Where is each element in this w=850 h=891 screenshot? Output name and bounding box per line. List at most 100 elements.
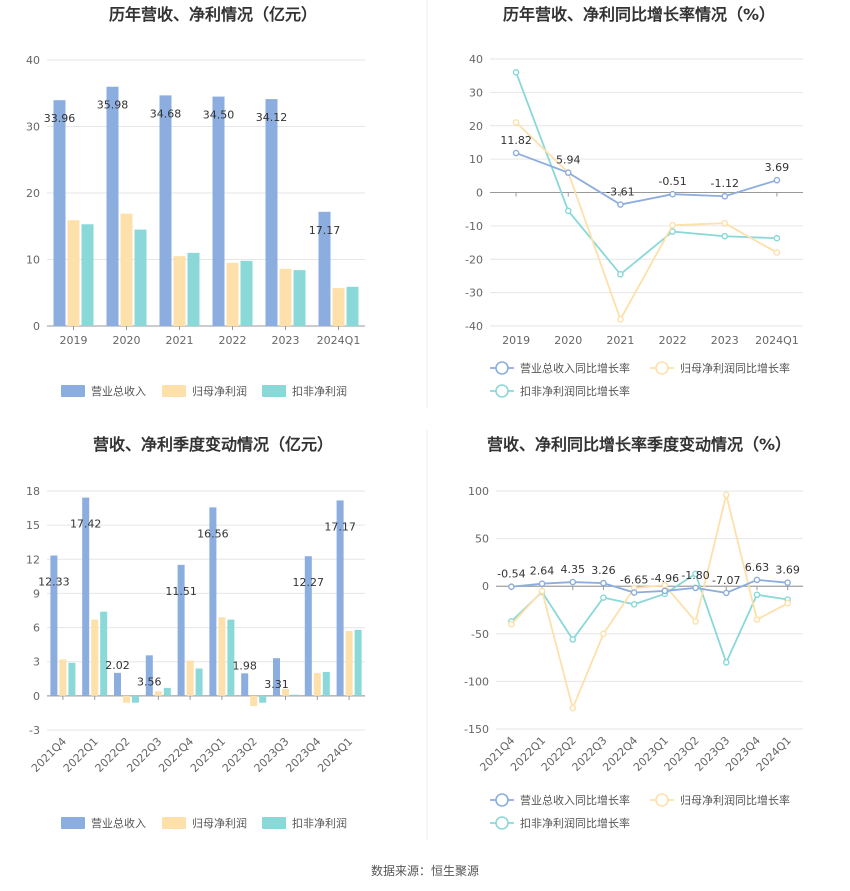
c0-bar-revenue xyxy=(212,96,225,326)
c3-point-net-growth xyxy=(569,704,577,712)
c3-line-deducted-growth xyxy=(510,572,788,665)
c3-point-net-growth xyxy=(753,616,761,623)
c3-legend-marker xyxy=(495,816,509,830)
c3-point-net-growth xyxy=(508,620,515,628)
c3-point-revenue-growth xyxy=(630,589,638,596)
c0-bar-net-profit xyxy=(226,262,239,326)
c2-bar-net-profit xyxy=(123,695,130,703)
c3-data-label: 4.35 xyxy=(561,563,586,576)
c2-data-label: 17.42 xyxy=(70,518,102,531)
c3-data-label: 3.26 xyxy=(591,564,616,577)
c0-xtick: 2024Q1 xyxy=(317,334,361,347)
c0-bar-deducted-profit xyxy=(240,260,253,326)
c3-ytick: -150 xyxy=(464,723,489,736)
c2-bar-net-profit xyxy=(282,689,289,696)
c1-legend-marker xyxy=(495,361,509,375)
c3-point-revenue-growth xyxy=(508,583,515,591)
c0-data-label: 34.68 xyxy=(150,107,182,120)
c2-bar-revenue xyxy=(177,564,185,696)
c3-point-revenue-growth xyxy=(569,578,577,586)
c1-legend-marker xyxy=(655,361,669,375)
c2-ytick: 0 xyxy=(33,690,40,703)
c0-bar-revenue xyxy=(265,99,278,327)
c2-legend-swatch xyxy=(262,817,286,829)
c2-bar-deducted-profit xyxy=(259,695,267,703)
c2-bar-net-profit xyxy=(250,695,258,707)
c2-bar-revenue xyxy=(114,672,121,696)
c1-data-label: 5.94 xyxy=(556,154,581,167)
c2-data-label: 12.33 xyxy=(38,576,70,589)
c2-bar-net-profit xyxy=(186,660,194,696)
c0-bar-revenue xyxy=(159,95,172,327)
c1-xtick: 2023 xyxy=(711,334,739,347)
c0-ytick: 30 xyxy=(26,121,40,134)
c3-legend-marker xyxy=(655,793,669,807)
c1-xtick: 2022 xyxy=(659,334,687,347)
c0-ytick: 0 xyxy=(33,320,40,333)
c1-ytick: 30 xyxy=(469,86,483,99)
c0-bar-revenue xyxy=(106,86,119,326)
c3-point-net-growth xyxy=(692,618,699,625)
c0-bar-deducted-profit xyxy=(134,229,147,326)
c0-bar-deducted-profit xyxy=(293,270,306,326)
c0-data-label: 33.96 xyxy=(44,112,76,125)
c1-xtick: 2021 xyxy=(606,334,634,347)
c2-bar-net-profit xyxy=(59,659,67,696)
c3-point-revenue-growth xyxy=(600,579,607,587)
c1-xtick: 2019 xyxy=(502,334,530,347)
c3-legend-label: 扣非净利润同比增长率 xyxy=(520,816,630,830)
c0-data-label: 34.12 xyxy=(256,111,288,124)
c0-legend-label: 归母净利润 xyxy=(192,384,247,398)
c0-legend-swatch xyxy=(162,385,186,397)
c2-legend-swatch xyxy=(162,817,186,829)
c0-bar-net-profit xyxy=(67,220,80,326)
c2-bar-revenue xyxy=(145,655,153,696)
c3-point-deducted-growth xyxy=(569,636,577,643)
c1-point-net-growth xyxy=(773,249,781,256)
c0-xtick: 2020 xyxy=(113,334,141,347)
c3-point-revenue-growth xyxy=(784,579,791,586)
c1-point-revenue-growth xyxy=(773,176,781,184)
c3-legend-marker xyxy=(495,793,509,807)
c3-ytick: -50 xyxy=(471,628,489,641)
c3-point-revenue-growth xyxy=(722,589,730,597)
c1-data-label: -0.51 xyxy=(658,175,686,188)
source-note: 数据来源：恒生聚源 xyxy=(370,864,479,878)
c1-data-label: 11.82 xyxy=(500,134,532,147)
c3-point-net-growth xyxy=(784,600,791,607)
c3-legend-label: 营业总收入同比增长率 xyxy=(520,793,630,807)
c3-data-label: 3.69 xyxy=(775,564,800,577)
c2-legend-label: 营业总收入 xyxy=(91,816,146,830)
c3-point-net-growth xyxy=(538,587,546,595)
c2-bar-net-profit xyxy=(345,630,353,696)
c3-point-deducted-growth xyxy=(600,594,607,601)
c3-point-revenue-growth xyxy=(661,587,669,595)
c2-bar-deducted-profit xyxy=(227,619,235,696)
c1-point-deducted-growth xyxy=(512,69,520,76)
c0-xtick: 2023 xyxy=(272,334,300,347)
c1-xtick: 2020 xyxy=(554,334,582,347)
c1-legend-label: 扣非净利润同比增长率 xyxy=(520,384,630,398)
c1-point-net-growth xyxy=(617,316,624,323)
c2-data-label: 11.51 xyxy=(165,585,197,598)
c1-point-deducted-growth xyxy=(773,234,781,242)
c3-ytick: 50 xyxy=(475,533,489,546)
c0-bar-net-profit xyxy=(173,256,186,326)
c1-ytick: -10 xyxy=(465,220,483,233)
c2-bar-deducted-profit xyxy=(354,629,362,696)
c3-data-label: -6.65 xyxy=(620,574,648,587)
c1-point-revenue-growth xyxy=(512,149,520,157)
c1-point-revenue-growth xyxy=(617,201,624,208)
c2-bar-net-profit xyxy=(91,619,99,696)
c0-ytick: 20 xyxy=(26,187,40,200)
c0-bar-deducted-profit xyxy=(81,224,94,326)
c2-bar-revenue xyxy=(82,497,90,696)
c0-legend-swatch xyxy=(262,385,286,397)
c2-data-label: 3.56 xyxy=(137,675,162,688)
c0-title: 历年营收、净利情况（亿元） xyxy=(109,5,317,24)
c1-point-deducted-growth xyxy=(564,207,572,215)
c1-point-revenue-growth xyxy=(669,190,676,198)
c2-bar-net-profit xyxy=(218,617,226,696)
c2-bar-deducted-profit xyxy=(322,671,330,696)
c0-bar-net-profit xyxy=(332,288,345,326)
